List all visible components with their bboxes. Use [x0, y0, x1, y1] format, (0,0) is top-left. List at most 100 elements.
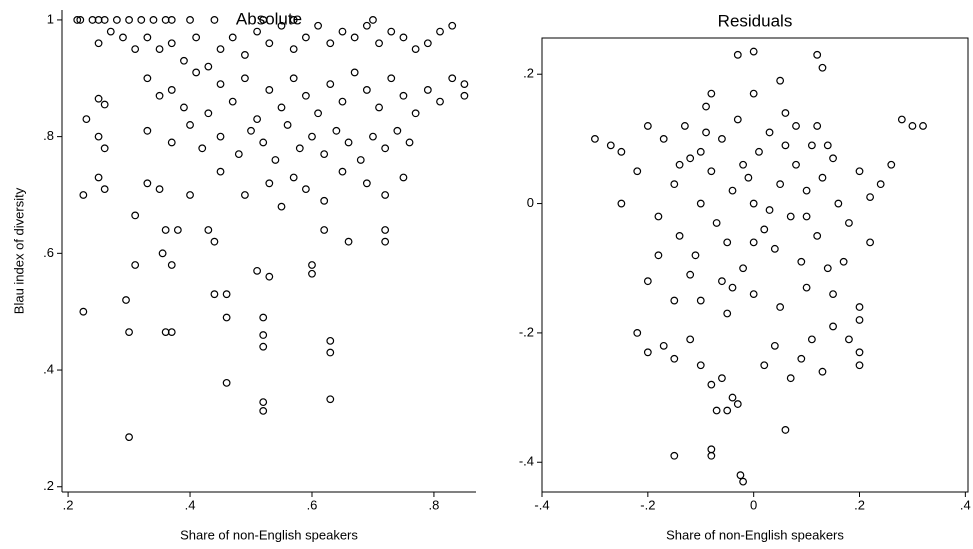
point	[222, 378, 231, 387]
point	[829, 322, 837, 331]
point	[448, 21, 457, 30]
point	[855, 167, 864, 176]
point	[786, 212, 795, 221]
point	[100, 185, 109, 194]
point	[155, 45, 164, 53]
point	[125, 16, 133, 24]
point	[749, 199, 758, 208]
point	[654, 212, 663, 221]
point	[143, 126, 152, 135]
point	[259, 16, 268, 24]
point	[253, 27, 262, 36]
point	[739, 264, 747, 273]
point	[736, 471, 745, 480]
y-axis-title: Blau index of diversity	[11, 187, 26, 314]
point	[399, 33, 408, 42]
point	[765, 128, 774, 137]
point	[686, 154, 695, 163]
point	[707, 167, 716, 176]
point	[265, 39, 274, 48]
point	[770, 244, 779, 253]
point	[259, 398, 268, 407]
point	[829, 154, 837, 163]
point	[749, 290, 758, 299]
point	[375, 39, 383, 48]
point	[216, 80, 225, 89]
point	[100, 16, 109, 24]
x-axis-title: Share of non-English speakers	[180, 527, 358, 542]
point	[718, 374, 726, 383]
point	[792, 160, 800, 169]
point	[813, 231, 822, 240]
point	[216, 132, 225, 141]
x-tick-label: .4	[960, 497, 971, 512]
point	[749, 89, 758, 98]
point	[670, 180, 679, 189]
point	[73, 16, 82, 24]
point	[180, 56, 188, 65]
point	[749, 238, 758, 247]
point	[289, 74, 298, 83]
point	[887, 160, 896, 169]
point	[728, 186, 737, 195]
x-axis-title: Share of non-English speakers	[666, 527, 844, 542]
point	[100, 100, 109, 109]
point	[436, 27, 444, 36]
point	[448, 74, 457, 83]
point	[338, 167, 347, 176]
point	[100, 144, 109, 153]
point	[460, 91, 469, 100]
point	[131, 45, 140, 53]
point	[131, 261, 140, 269]
point	[143, 33, 152, 42]
point	[423, 39, 432, 48]
point	[739, 477, 747, 486]
point	[338, 97, 347, 106]
point	[696, 147, 705, 156]
point	[76, 16, 85, 24]
point	[362, 21, 371, 30]
panel: Absolute .2 .4 .6 .8 .2 .4 .6 .8 1 Share of non-En…	[11, 9, 476, 542]
panel: Residuals -.4 -.2 0 .2 .4 -.4 -.2 0 .2 Share of no…	[519, 11, 971, 542]
point	[326, 39, 335, 48]
point	[210, 237, 219, 246]
chart-title: Residuals	[718, 11, 793, 30]
point	[381, 237, 390, 246]
point	[149, 16, 158, 24]
point	[314, 21, 322, 30]
point	[643, 348, 652, 357]
point	[702, 128, 710, 137]
point	[180, 103, 188, 112]
point	[125, 433, 133, 442]
point	[253, 115, 262, 124]
point	[733, 115, 742, 124]
x-tick-label: .6	[307, 497, 318, 512]
point	[216, 167, 225, 176]
point	[675, 160, 684, 169]
point	[259, 313, 268, 322]
point	[228, 97, 237, 106]
point	[167, 16, 176, 24]
point	[919, 122, 927, 130]
point	[411, 45, 420, 53]
point	[405, 138, 414, 147]
point	[387, 74, 396, 83]
x-tick-label: .2	[854, 497, 865, 512]
point	[670, 451, 679, 460]
point	[301, 33, 310, 42]
y-tick-label: .4	[43, 361, 54, 376]
point	[381, 226, 390, 234]
point	[277, 103, 286, 112]
point	[728, 283, 737, 292]
point	[155, 91, 164, 100]
point	[122, 296, 130, 304]
point	[241, 74, 249, 83]
point	[399, 173, 408, 182]
point	[259, 406, 268, 415]
point	[460, 80, 469, 89]
point	[591, 134, 599, 143]
point	[723, 238, 732, 247]
point	[308, 269, 316, 278]
point	[866, 238, 874, 247]
point	[204, 109, 213, 118]
